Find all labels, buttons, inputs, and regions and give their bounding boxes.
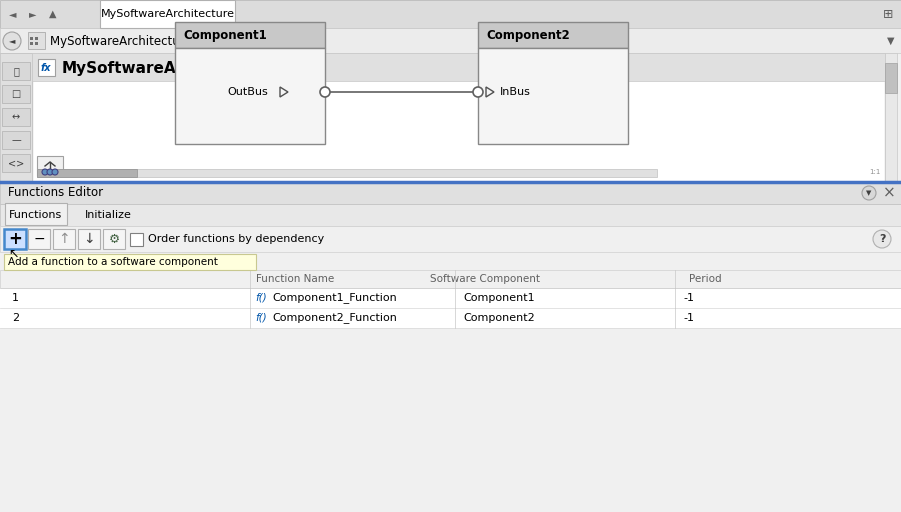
Bar <box>32 53 885 182</box>
Text: ◄: ◄ <box>9 36 15 46</box>
Text: Software Component: Software Component <box>430 274 540 284</box>
Text: ⌕: ⌕ <box>13 66 19 76</box>
Text: OutBus: OutBus <box>227 87 268 97</box>
Text: MySoftwareArchitecture ▶: MySoftwareArchitecture ▶ <box>50 34 205 48</box>
Text: ↓: ↓ <box>83 232 95 246</box>
Bar <box>2 154 30 172</box>
Bar <box>0 53 32 182</box>
Bar <box>2 62 30 80</box>
Bar <box>478 48 628 144</box>
Bar <box>175 22 325 48</box>
Text: f(): f() <box>255 293 267 303</box>
Text: +: + <box>8 230 22 248</box>
Bar <box>2 108 30 126</box>
Bar <box>30 37 33 40</box>
Circle shape <box>473 87 483 97</box>
Bar <box>30 42 33 45</box>
Bar <box>0 182 901 512</box>
Bar <box>0 204 901 226</box>
Bar <box>28 32 45 49</box>
Text: Initialize: Initialize <box>85 210 132 220</box>
Text: MySoftwareArchitecture: MySoftwareArchitecture <box>101 9 234 19</box>
Bar <box>37 169 657 177</box>
Text: −: − <box>33 232 45 246</box>
Circle shape <box>873 230 891 248</box>
Text: □: □ <box>12 89 21 99</box>
Circle shape <box>42 169 48 175</box>
Text: InBus: InBus <box>500 87 531 97</box>
Bar <box>78 229 100 249</box>
Circle shape <box>3 32 21 50</box>
Bar <box>53 229 75 249</box>
Bar <box>885 53 897 182</box>
Text: ↔: ↔ <box>12 112 20 122</box>
Text: ↖: ↖ <box>8 247 18 261</box>
Bar <box>38 59 55 76</box>
Text: ×: × <box>883 185 896 201</box>
Text: fx: fx <box>41 63 51 73</box>
Text: ▲: ▲ <box>50 9 57 19</box>
Text: Component2: Component2 <box>486 29 569 41</box>
Circle shape <box>862 186 876 200</box>
Circle shape <box>52 169 58 175</box>
Text: MySoftwareArchitecture: MySoftwareArchitecture <box>62 60 272 75</box>
Text: 1:1: 1:1 <box>869 169 880 175</box>
Text: Order functions by dependency: Order functions by dependency <box>148 234 324 244</box>
Bar <box>35 37 38 40</box>
Text: Component1: Component1 <box>463 293 534 303</box>
Text: -1: -1 <box>683 293 694 303</box>
Text: ▼: ▼ <box>867 190 871 196</box>
Text: ⚙: ⚙ <box>108 232 120 245</box>
Text: Component1_Function: Component1_Function <box>272 292 396 304</box>
Bar <box>28 229 50 249</box>
Bar <box>885 63 897 93</box>
Text: Add a function to a software component: Add a function to a software component <box>8 257 218 267</box>
Text: Function Name: Function Name <box>256 274 334 284</box>
Text: Functions: Functions <box>9 210 63 220</box>
Text: Component2: Component2 <box>463 313 535 323</box>
Bar <box>2 131 30 149</box>
Bar <box>0 28 901 53</box>
Text: Functions Editor: Functions Editor <box>8 186 103 200</box>
Text: 1: 1 <box>12 293 19 303</box>
Bar <box>4 229 26 249</box>
Bar <box>0 182 901 204</box>
Polygon shape <box>280 87 288 97</box>
Bar <box>0 288 901 308</box>
Bar <box>2 85 30 103</box>
Bar <box>0 0 901 28</box>
Circle shape <box>320 87 330 97</box>
Polygon shape <box>486 87 494 97</box>
Bar <box>0 270 901 288</box>
Bar <box>32 53 885 81</box>
Text: -1: -1 <box>683 313 694 323</box>
Bar <box>130 233 143 246</box>
Text: ►: ► <box>29 9 37 19</box>
Text: 2: 2 <box>12 313 19 323</box>
Bar <box>103 229 125 249</box>
Text: ▼: ▼ <box>887 36 895 46</box>
Bar <box>478 22 628 48</box>
Text: Component1: Component1 <box>183 29 267 41</box>
Text: ?: ? <box>878 234 886 244</box>
Text: ↑: ↑ <box>59 232 69 246</box>
Bar <box>37 169 137 177</box>
Bar <box>35 42 38 45</box>
Text: ◄: ◄ <box>9 9 17 19</box>
Bar <box>175 48 325 144</box>
Bar <box>37 156 63 176</box>
Bar <box>100 0 235 28</box>
Bar <box>0 308 901 328</box>
Text: Component2_Function: Component2_Function <box>272 312 396 324</box>
Text: <>: <> <box>8 158 24 168</box>
Text: —: — <box>11 135 21 145</box>
Bar <box>5 203 67 225</box>
Text: Period: Period <box>688 274 722 284</box>
Bar <box>0 226 901 252</box>
Text: f(): f() <box>255 313 267 323</box>
Circle shape <box>47 169 53 175</box>
Text: ⊞: ⊞ <box>883 8 893 20</box>
Bar <box>4 254 256 270</box>
